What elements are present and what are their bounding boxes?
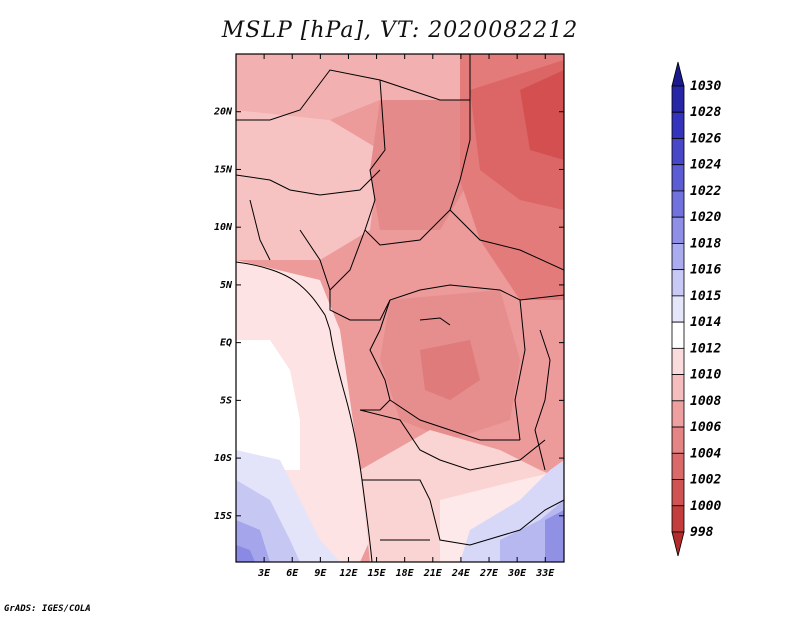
colorbar-top-triangle [671,61,685,87]
colorbar-box [671,321,685,349]
lon-label: 21E [423,568,443,579]
lon-label: 27E [479,568,499,579]
colorbar-label: 1030 [690,79,721,94]
lat-label: 15S [214,511,232,522]
colorbar-bottom-triangle [671,531,685,557]
pressure-field [236,54,564,562]
colorbar-box [671,164,685,192]
lon-label: 6E [286,568,299,579]
colorbar-label: 1010 [690,368,721,383]
colorbar-label: 1015 [690,289,721,304]
latitude-axis: 20N 15N 10N 5N EQ 5S 10S 15S [213,107,564,522]
colorbar-label: 1028 [690,105,721,120]
lon-label: 33E [535,568,555,579]
colorbar-label: 1004 [690,446,721,461]
lon-label: 3E [257,568,271,579]
colorbar-box [671,505,685,533]
country-borders [236,54,564,562]
lon-label: 24E [451,568,471,579]
lat-label: 10S [214,453,232,464]
colorbar-label: 1026 [690,131,721,146]
colorbar-box [671,400,685,428]
colorbar-label: 1018 [690,236,721,251]
colorbar-box [671,347,685,375]
colorbar-label: 1006 [690,420,721,435]
map-title: MSLP [hPa], VT: 2020082212 [221,18,579,43]
lat-label: 15N [214,164,233,175]
lat-label: 10N [214,222,233,233]
colorbar-label: 1024 [690,158,721,173]
colorbar-box [671,243,685,271]
lat-label: 5N [220,280,233,291]
colorbar: 1030 1028 1026 1024 1022 1020 1018 1016 1015 1014… [671,61,721,557]
lon-label: 18E [396,568,415,579]
longitude-axis: 3E 6E 9E 12E 15E 18E 21E 24E 27E 30E 33E [257,54,555,579]
lon-label: 30E [507,568,527,579]
colorbar-label: 1008 [690,394,721,409]
colorbar-box [671,111,685,139]
lat-label: 5S [220,395,232,406]
colorbar-box [671,269,685,297]
colorbar-box [671,190,685,218]
colorbar-box [671,426,685,454]
colorbar-label: 1022 [690,184,721,199]
colorbar-box [671,479,685,507]
map-frame [235,53,565,563]
colorbar-box [671,138,685,166]
lat-label: EQ [220,338,232,349]
lat-label: 20N [213,107,233,118]
grads-credit: GrADS: IGES/COLA [4,604,91,614]
colorbar-box [671,452,685,480]
lon-label: 9E [314,568,327,579]
colorbar-label: 1000 [690,499,721,514]
colorbar-label: 1012 [690,341,721,356]
colorbar-box [671,85,685,113]
colorbar-box [671,216,685,244]
colorbar-label: 998 [690,525,714,540]
colorbar-box [671,295,685,323]
lon-label: 12E [339,568,358,579]
colorbar-label: 1014 [690,315,721,330]
colorbar-label: 1020 [690,210,721,225]
colorbar-label: 1002 [690,473,721,488]
colorbar-label: 1016 [690,263,721,278]
lon-label: 15E [368,568,387,579]
colorbar-box [671,374,685,402]
